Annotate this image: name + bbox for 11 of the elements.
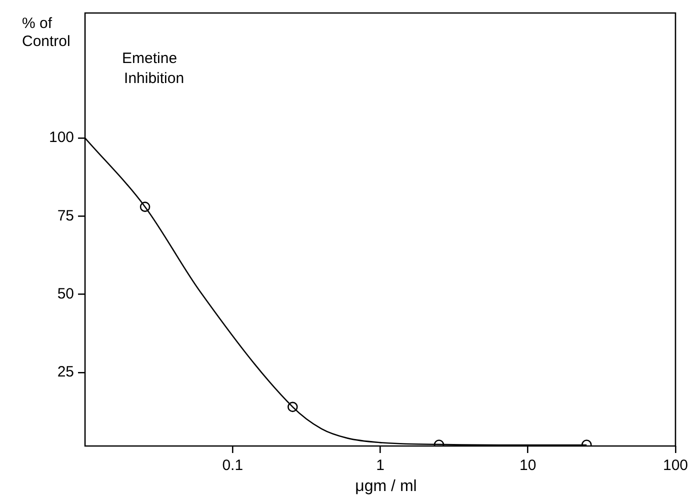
x-tick-label: 1 — [376, 457, 384, 474]
x-tick-label: 10 — [520, 457, 536, 474]
x-tick-label: 0.1 — [222, 457, 244, 474]
y-tick-label: 75 — [57, 207, 74, 224]
annotation: Emetine Inhibition — [122, 50, 184, 87]
x-tick-label: 100 — [662, 457, 688, 474]
y-tick-label: 25 — [57, 364, 74, 381]
y-tick-label: 100 — [48, 129, 74, 146]
x-axis-title: μgm / ml — [354, 478, 418, 496]
y-tick-label: 50 — [57, 286, 74, 303]
y-axis-title: % of Control — [22, 15, 72, 51]
